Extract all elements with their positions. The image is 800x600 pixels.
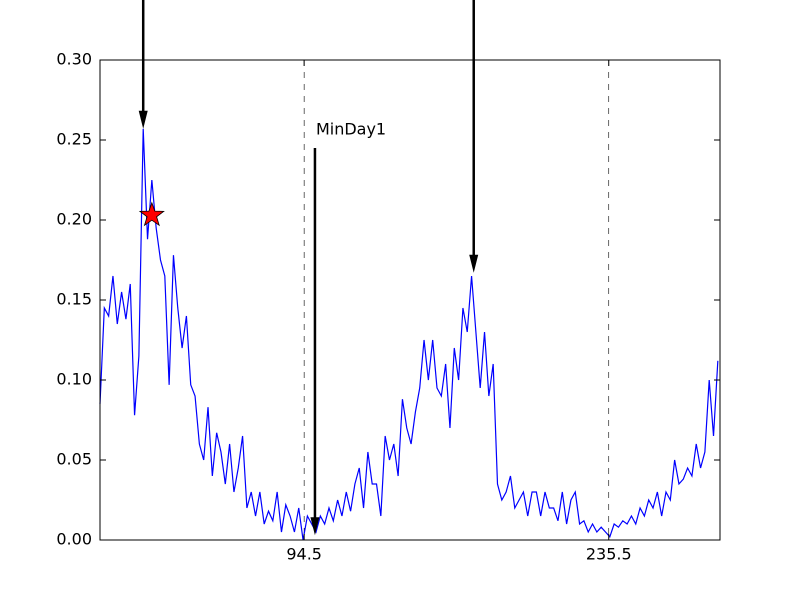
x-tick-label: 235.5 xyxy=(586,545,632,564)
y-tick-label: 0.05 xyxy=(56,450,92,469)
y-tick-label: 0.30 xyxy=(56,50,92,69)
y-tick-label: 0.00 xyxy=(56,530,92,549)
x-tick-label: 94.5 xyxy=(286,545,322,564)
y-tick-label: 0.20 xyxy=(56,210,92,229)
arrow-head xyxy=(138,110,148,129)
y-tick-label: 0.25 xyxy=(56,130,92,149)
star-marker xyxy=(138,201,165,227)
plot-frame xyxy=(99,59,721,541)
annotation-text: MinDay1 xyxy=(316,120,386,139)
arrow-head xyxy=(310,517,320,536)
arrow-head xyxy=(469,254,479,273)
y-tick-label: 0.10 xyxy=(56,370,92,389)
y-tick-label: 0.15 xyxy=(56,290,92,309)
data-line xyxy=(99,128,719,541)
